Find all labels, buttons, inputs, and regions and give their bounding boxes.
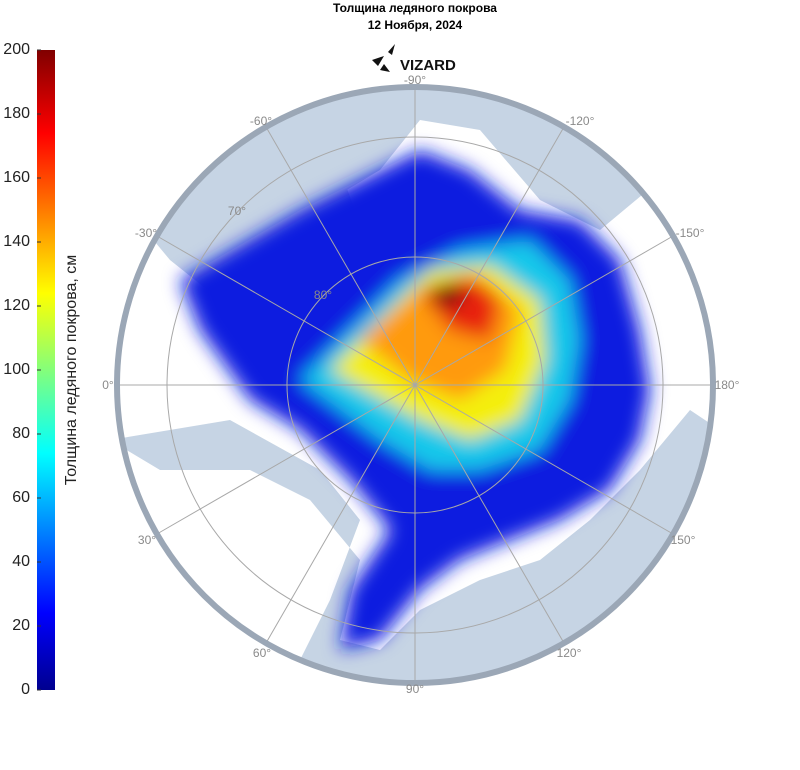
- longitude-label: -60°: [250, 114, 272, 128]
- colorbar-tick-label: 160: [3, 169, 30, 186]
- colorbar-tick-label: 200: [3, 41, 30, 58]
- latitude-label: 80°: [314, 288, 332, 302]
- logo: VIZARD: [372, 44, 456, 74]
- colorbar-tick-label: 80: [12, 425, 30, 442]
- longitude-label: 180°: [715, 378, 740, 392]
- title: Толщина ледяного покрова: [333, 1, 497, 15]
- meridian: [414, 384, 674, 535]
- colorbar-tick-label: 60: [12, 489, 30, 506]
- meridian: [414, 384, 565, 644]
- colorbar-label: Толщина ледяного покрова, см: [63, 255, 80, 486]
- meridian: [156, 235, 416, 386]
- graticule: [117, 87, 713, 683]
- colorbar-tick-label: 180: [3, 105, 30, 122]
- meridian: [265, 384, 416, 644]
- logo-text: VIZARD: [400, 57, 456, 74]
- colorbar-tick-label: 0: [21, 681, 30, 698]
- colorbar-tick-label: 120: [3, 297, 30, 314]
- longitude-label: 150°: [671, 533, 696, 547]
- longitude-label: -90°: [404, 73, 426, 87]
- colorbar-tick-label: 100: [3, 361, 30, 378]
- meridian: [414, 235, 674, 386]
- meridian: [265, 126, 416, 386]
- colorbar-tick-label: 20: [12, 617, 30, 634]
- longitude-label: 120°: [557, 646, 582, 660]
- map: [117, 87, 713, 683]
- meridian: [156, 384, 416, 535]
- colorbar-tick-label: 140: [3, 233, 30, 250]
- longitude-label: -30°: [135, 226, 157, 240]
- longitude-label: -150°: [676, 226, 705, 240]
- latitude-label: 70°: [228, 204, 246, 218]
- longitude-label: 0°: [102, 378, 114, 392]
- meridian: [414, 126, 565, 386]
- colorbar-tick-label: 40: [12, 553, 30, 570]
- date: 12 Ноября, 2024: [368, 18, 463, 32]
- longitude-label: 30°: [138, 533, 156, 547]
- map-border: [114, 84, 716, 686]
- longitude-label: 90°: [406, 682, 424, 696]
- longitude-label: 60°: [253, 646, 271, 660]
- longitude-label: -120°: [566, 114, 595, 128]
- colorbar: [37, 50, 55, 690]
